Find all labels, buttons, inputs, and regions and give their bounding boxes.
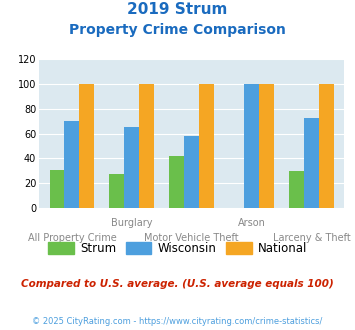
Text: 2019 Strum: 2019 Strum	[127, 2, 228, 16]
Legend: Strum, Wisconsin, National: Strum, Wisconsin, National	[43, 237, 312, 260]
Bar	[289, 171, 304, 208]
Text: Arson: Arson	[237, 218, 266, 228]
Bar	[109, 175, 124, 208]
Text: Compared to U.S. average. (U.S. average equals 100): Compared to U.S. average. (U.S. average …	[21, 279, 334, 289]
Text: Motor Vehicle Theft: Motor Vehicle Theft	[144, 233, 239, 243]
Bar	[304, 117, 319, 208]
Text: Property Crime Comparison: Property Crime Comparison	[69, 23, 286, 37]
Bar	[124, 127, 139, 208]
Bar	[80, 84, 94, 208]
Bar	[184, 136, 199, 208]
Text: All Property Crime: All Property Crime	[28, 233, 116, 243]
Text: © 2025 CityRating.com - https://www.cityrating.com/crime-statistics/: © 2025 CityRating.com - https://www.city…	[32, 317, 323, 326]
Text: Burglary: Burglary	[111, 218, 153, 228]
Bar	[199, 84, 214, 208]
Bar	[65, 121, 80, 208]
Bar	[139, 84, 154, 208]
Bar	[319, 84, 334, 208]
Bar	[244, 84, 259, 208]
Text: Larceny & Theft: Larceny & Theft	[273, 233, 350, 243]
Bar	[50, 170, 65, 208]
Bar	[169, 156, 184, 208]
Bar	[259, 84, 274, 208]
